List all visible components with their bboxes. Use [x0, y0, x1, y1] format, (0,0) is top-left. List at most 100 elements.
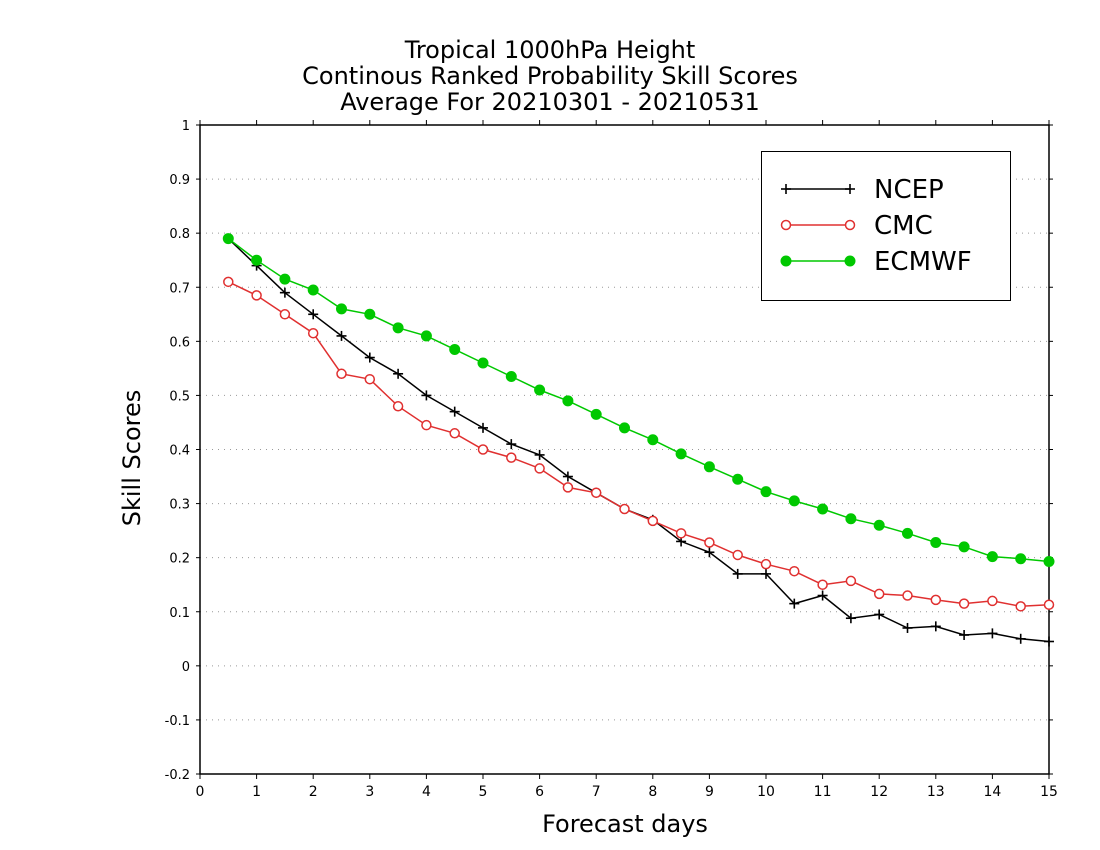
y-tick-label: -0.2: [165, 768, 190, 783]
x-tick-label: 3: [365, 784, 374, 800]
y-tick-label: 1: [182, 119, 190, 134]
data-point-ncep: [364, 352, 375, 363]
legend-marker-cmc: [780, 219, 792, 231]
data-point-cmc: [307, 327, 319, 339]
data-point-ecmwf: [873, 519, 885, 531]
chart-title-line-1: Tropical 1000hPa Height: [404, 36, 696, 64]
data-point-cmc: [704, 537, 715, 548]
x-tick-label: 9: [705, 784, 714, 800]
x-tick-label: 4: [422, 784, 431, 800]
data-point-ecmwf: [760, 486, 772, 498]
data-point-cmc: [251, 290, 262, 301]
data-point-cmc: [449, 428, 460, 439]
data-point-ecmwf: [1043, 555, 1055, 567]
x-tick-label: 14: [983, 784, 1001, 800]
data-point-ncep: [421, 390, 432, 401]
data-point-ncep: [393, 368, 404, 379]
data-point-ecmwf: [1015, 553, 1027, 565]
y-tick-label: 0.4: [169, 444, 190, 459]
x-tick-label: 6: [535, 784, 544, 800]
x-tick-label: 8: [648, 784, 657, 800]
legend-marker-ncep: [845, 184, 855, 194]
data-point-ecmwf: [364, 308, 376, 320]
data-point-ncep: [506, 439, 517, 450]
x-tick-label: 12: [870, 784, 888, 800]
data-point-ecmwf: [902, 527, 913, 539]
data-point-ncep: [336, 330, 347, 341]
data-point-cmc: [562, 482, 574, 493]
data-point-cmc: [421, 419, 432, 431]
data-point-ncep: [874, 609, 885, 620]
data-point-ecmwf: [986, 551, 998, 563]
data-point-ecmwf: [675, 448, 687, 460]
data-point-ncep: [987, 628, 998, 639]
data-point-ncep: [704, 547, 715, 558]
legend-marker-cmc: [844, 219, 856, 231]
data-point-cmc: [817, 579, 828, 590]
x-tick-label: 10: [757, 784, 775, 800]
legend: NCEP CMC ECMWF: [761, 151, 1011, 301]
data-point-cmc: [902, 590, 913, 601]
data-point-ecmwf: [619, 422, 630, 434]
y-tick-label: 0.1: [169, 606, 190, 621]
legend-marker-ecmwf: [844, 255, 856, 267]
data-point-cmc: [930, 594, 942, 606]
data-point-ecmwf: [336, 303, 347, 315]
data-point-ecmwf: [590, 408, 602, 420]
data-point-ecmwf: [703, 461, 715, 473]
data-point-ncep: [1015, 633, 1026, 644]
data-point-ncep: [789, 598, 800, 609]
data-point-ncep: [930, 621, 941, 632]
data-point-ecmwf: [420, 330, 432, 342]
data-point-ecmwf: [307, 284, 319, 296]
data-point-ncep: [1044, 636, 1054, 647]
data-point-ncep: [449, 406, 460, 417]
data-point-ecmwf: [958, 541, 970, 553]
data-point-ncep: [845, 613, 856, 624]
legend-label-cmc: CMC: [874, 211, 933, 241]
data-point-cmc: [958, 598, 970, 609]
data-point-cmc: [987, 595, 998, 607]
data-point-cmc: [279, 309, 291, 320]
data-point-ncep: [959, 630, 970, 641]
data-point-ncep: [817, 590, 828, 601]
legend-label-ecmwf: ECMWF: [874, 247, 972, 277]
chart-title-line-3: Average For 20210301 - 20210531: [340, 88, 760, 116]
data-point-ecmwf: [817, 503, 829, 515]
y-tick-label: 0.7: [169, 281, 190, 296]
legend-marker-ncep: [781, 184, 791, 194]
data-point-cmc: [590, 487, 602, 499]
data-point-cmc: [873, 588, 885, 600]
data-point-ncep: [279, 287, 290, 298]
y-tick-label: 0.3: [169, 498, 190, 513]
x-tick-label: 2: [309, 784, 318, 800]
data-point-ecmwf: [279, 273, 291, 285]
data-point-ecmwf: [732, 473, 744, 485]
legend-markers: [780, 184, 856, 267]
data-point-ecmwf: [534, 384, 546, 396]
data-point-ncep: [761, 568, 771, 579]
data-point-ecmwf: [930, 537, 942, 549]
x-tick-label: 15: [1040, 784, 1058, 800]
data-point-ncep: [732, 568, 743, 579]
data-point-cmc: [789, 565, 800, 577]
data-point-ecmwf: [505, 370, 517, 382]
data-point-ecmwf: [647, 434, 659, 446]
data-point-ecmwf: [788, 495, 800, 507]
y-tick-label: 0: [182, 660, 190, 675]
data-point-ecmwf: [562, 395, 574, 407]
data-point-cmc: [760, 558, 772, 570]
y-tick-label: 0.6: [169, 335, 190, 350]
data-point-cmc: [223, 276, 234, 288]
x-tick-label: 1: [252, 784, 261, 800]
data-point-cmc: [675, 528, 687, 539]
data-point-ecmwf: [477, 357, 489, 369]
y-tick-label: -0.1: [165, 714, 190, 729]
data-point-ncep: [562, 471, 573, 482]
data-point-cmc: [336, 368, 347, 380]
data-point-cmc: [477, 444, 489, 455]
data-point-ncep: [534, 449, 545, 460]
data-point-cmc: [534, 463, 545, 474]
y-tick-label: 0.8: [169, 227, 190, 242]
